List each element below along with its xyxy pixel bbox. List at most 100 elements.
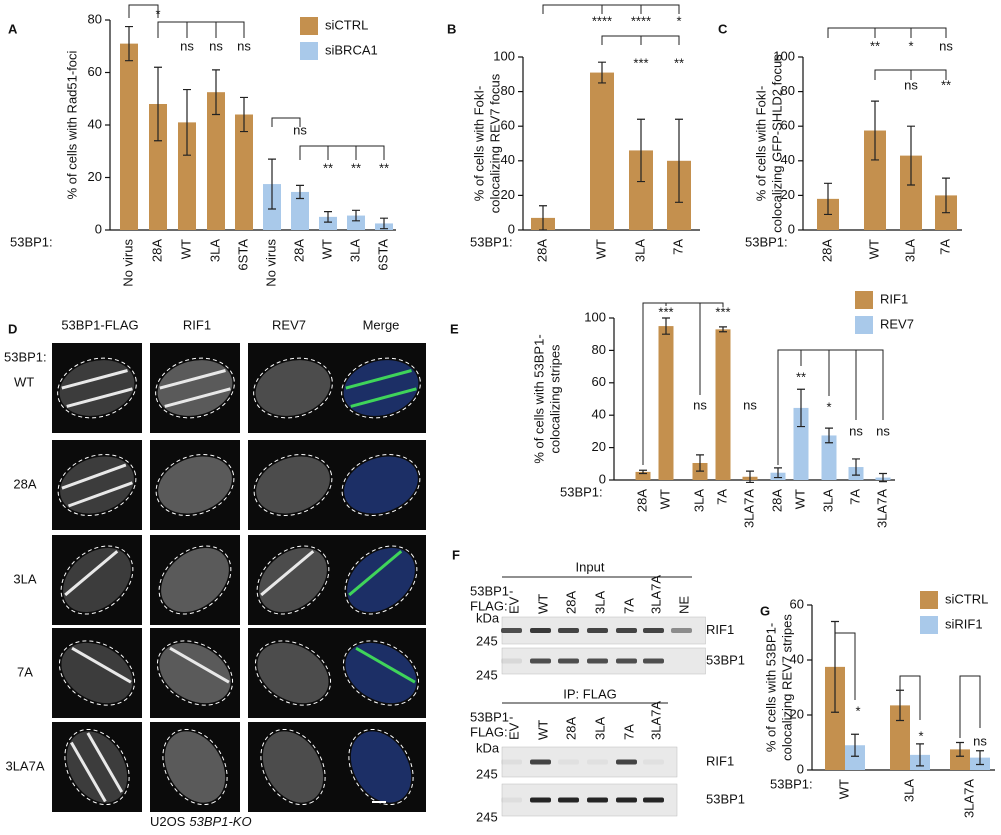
nucleus [158,456,232,514]
error-bar [598,61,606,84]
row-label: 28A [13,476,36,491]
error-bar [797,388,805,428]
bracket [271,117,301,127]
y-tick-label: 0 [797,761,804,776]
bar [658,326,674,480]
legend-swatch [855,291,873,309]
bracket [777,349,884,465]
y-axis-label: % of cells with Rad51-foci [64,50,79,199]
legend-label: RIF1 [880,291,908,306]
stripe [355,646,416,684]
significance-label: ns [237,38,251,53]
y-tick-label: 60 [88,64,102,79]
band [558,759,579,765]
stripe [348,550,403,597]
row-label: 7A [17,664,33,679]
x-tick-label: WT [836,779,851,799]
lane-label: 28A [563,591,578,614]
error-bar [380,217,388,230]
band [501,797,522,803]
y-tick-label: 20 [592,439,606,454]
panel-letter: E [450,321,459,336]
bracket [899,675,921,720]
band [501,759,522,765]
significance-label: ns [876,423,890,438]
kda-label: kDa [476,740,500,755]
significance-label: * [918,728,923,743]
bracket [542,4,680,14]
bar [178,122,196,230]
x-tick-label: WT [866,239,881,259]
nucleus-outline [156,640,234,706]
nucleus-outline [260,728,326,806]
x-tick-label: 28A [149,239,164,262]
y-tick-label: 100 [584,309,606,324]
x-tick-label: 28A [769,489,784,512]
x-tick-label: 28A [291,239,306,262]
nucleus-outline [64,728,130,806]
band [643,759,664,765]
stripe [70,741,107,803]
row-label: 3LA7A [5,758,44,773]
error-bar [637,118,645,183]
legend-label: siBRCA1 [325,42,378,57]
y-axis-label: colocalizing REV7 stripes [779,614,794,761]
x-tick-label: 6STA [235,239,250,271]
stripe [164,387,231,408]
significance-label: *** [658,304,673,319]
band [616,628,637,633]
bar [890,705,910,770]
significance-label: ** [351,160,361,175]
panel-letter: B [447,21,456,36]
band [643,628,664,633]
band [501,628,522,633]
x-tick-label: WT [657,489,672,509]
x-tick-label: 3LA7A [874,489,889,528]
error-bar [907,125,915,186]
significance-label: ns [849,423,863,438]
y-axis-label: % of cells with FokI- [471,86,486,202]
error-bar [352,209,360,222]
x-tick-label: WT [792,489,807,509]
x-tick-label: 3LA [902,239,917,262]
bracket [642,302,724,465]
lane-header: FLAG: [470,724,508,739]
y-tick-label: 60 [781,118,795,133]
lane-label: WT [535,720,550,740]
band [587,658,608,664]
significance-label: ns [904,77,918,92]
bar [235,114,253,230]
error-bar [852,458,860,476]
bar [207,92,225,230]
bar [635,471,651,480]
nucleus-outline [256,545,330,615]
nucleus-outline [344,545,418,615]
error-bar [154,66,162,142]
band [530,759,551,765]
nucleus [161,547,229,613]
channel-header: Merge [363,317,400,332]
legend-swatch [920,616,938,634]
y-tick-label: 60 [592,374,606,389]
nucleus-outline [158,545,232,615]
y-tick-label: 0 [95,221,102,236]
band [530,797,551,803]
band [671,628,692,633]
significance-label: * [676,13,681,28]
panel-letter: D [8,321,17,336]
caption: U2OS 53BP1-KO [150,814,252,829]
channel-header: RIF1 [183,317,211,332]
y-tick-label: 40 [88,116,102,131]
band [558,628,579,633]
y-axis-label: colocalizing REV7 focus [487,73,502,213]
x-tick-label: WT [178,239,193,259]
error-bar [296,184,304,200]
row-label: 3LA [13,571,36,586]
x-tick-label: 7A [937,239,952,255]
x-tick-label: 3LA [691,489,706,512]
y-tick-label: 20 [88,169,102,184]
legend-label: siCTRL [945,591,988,606]
error-bar [942,177,950,214]
x-tick-label: 7A [670,239,685,255]
